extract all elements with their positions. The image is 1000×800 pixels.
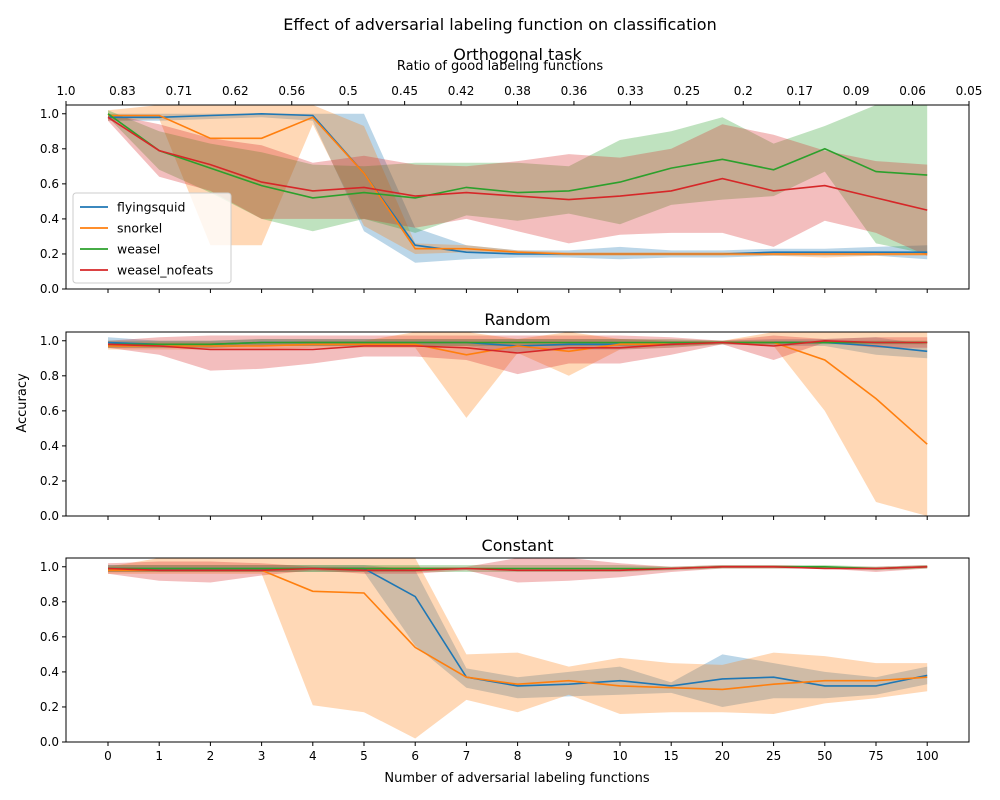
top-tick-label: 0.71 — [166, 84, 193, 98]
top-axis-label: Ratio of good labeling functions — [397, 59, 603, 74]
subplot-title: Constant — [482, 536, 554, 555]
y-tick-label: 0.8 — [40, 595, 59, 609]
y-tick-label: 0.6 — [40, 404, 59, 418]
series-lines — [107, 112, 928, 255]
top-tick-label: 0.33 — [617, 84, 644, 98]
subplot-3: Constant 0.0 0.2 0.4 0.6 0.8 1.0 0 1 2 3 4 5 6 7 8 9 10 15… — [40, 536, 970, 763]
y-axis-label: Accuracy — [15, 373, 30, 433]
legend-label: flyingsquid — [117, 200, 185, 215]
band-snorkel — [108, 332, 928, 516]
x-tick-label: 1 — [155, 749, 163, 763]
band-flyingsquid — [108, 565, 928, 707]
legend-label: snorkel — [117, 221, 162, 236]
top-tick-label: 0.56 — [278, 84, 305, 98]
top-tick-label: 0.5 — [339, 84, 358, 98]
top-tick-label: 0.09 — [843, 84, 870, 98]
top-tick-label: 1.0 — [56, 84, 75, 98]
subplot-title: Orthogonal task — [453, 45, 582, 64]
y-tick-label: 0.0 — [40, 509, 59, 523]
band-weasel_nofeats — [108, 113, 928, 256]
legend-label: weasel — [117, 242, 160, 257]
x-tick-label: 25 — [766, 749, 781, 763]
x-tick-label: 100 — [916, 749, 939, 763]
confidence-bands — [108, 105, 928, 263]
y-tick-label: 1.0 — [40, 334, 59, 348]
y-tick-label: 0.2 — [40, 474, 59, 488]
line-weasel_nofeats — [107, 565, 928, 572]
band-snorkel — [108, 105, 928, 258]
y-tick-label: 0.2 — [40, 700, 59, 714]
y-tick-label: 0.6 — [40, 177, 59, 191]
top-tick-label: 0.17 — [786, 84, 813, 98]
line-flyingsquid — [108, 112, 928, 255]
legend: flyingsquid snorkel weasel weasel_nofeats — [72, 192, 232, 284]
x-tick-label: 4 — [309, 749, 317, 763]
top-tick-label: 0.83 — [109, 84, 136, 98]
line-snorkel — [108, 114, 928, 255]
y-tick-label: 1.0 — [40, 107, 59, 121]
line-snorkel — [108, 341, 928, 445]
x-tick-label: 8 — [514, 749, 522, 763]
top-tick-label: 0.62 — [222, 84, 249, 98]
x-tick-label: 2 — [207, 749, 215, 763]
subplot-title: Random — [484, 310, 550, 329]
band-snorkel — [108, 558, 928, 739]
y-tick-label: 0.0 — [40, 282, 59, 296]
band-weasel — [108, 105, 928, 254]
series-lines — [107, 339, 928, 445]
y-tick-label: 0.0 — [40, 735, 59, 749]
y-tick-label: 0.4 — [40, 212, 59, 226]
series-lines — [107, 565, 928, 691]
figure-title: Effect of adversarial labeling function … — [283, 15, 716, 34]
x-tick-label: 20 — [715, 749, 730, 763]
top-tick-label: 0.45 — [391, 84, 418, 98]
top-tick-label: 0.36 — [561, 84, 588, 98]
y-tick-label: 0.8 — [40, 369, 59, 383]
x-tick-label: 6 — [411, 749, 419, 763]
line-weasel_nofeats — [107, 116, 928, 211]
y-tick-label: 0.2 — [40, 247, 59, 261]
x-tick-label: 15 — [664, 749, 679, 763]
y-tick-label: 0.4 — [40, 665, 59, 679]
x-tick-label: 9 — [565, 749, 573, 763]
top-tick-label: 0.05 — [956, 84, 983, 98]
top-tick-label: 0.06 — [899, 84, 926, 98]
legend-box — [72, 192, 232, 284]
band-weasel_nofeats — [108, 335, 928, 375]
x-tick-label: 7 — [463, 749, 471, 763]
subplot-1: Orthogonal task 0.0 0.2 0.4 0.6 0.8 1.0 1.0 0.83… — [40, 45, 982, 296]
x-tick-label: 10 — [612, 749, 627, 763]
line-weasel — [107, 113, 928, 199]
x-tick-label: 3 — [258, 749, 266, 763]
y-tick-label: 1.0 — [40, 560, 59, 574]
x-axis-label: Number of adversarial labeling functions — [384, 771, 649, 786]
x-tick-label: 5 — [360, 749, 368, 763]
y-tick-label: 0.6 — [40, 630, 59, 644]
top-tick-label: 0.25 — [673, 84, 700, 98]
line-weasel — [108, 341, 928, 346]
y-tick-label: 0.4 — [40, 439, 59, 453]
band-weasel — [108, 339, 928, 348]
subplot-2: Random 0.0 0.2 0.4 0.6 0.8 1.0 — [40, 310, 970, 523]
x-tick-label: 75 — [868, 749, 883, 763]
x-tick-label: 0 — [104, 749, 112, 763]
legend-label: weasel_nofeats — [117, 263, 213, 278]
top-tick-label: 0.38 — [504, 84, 531, 98]
x-tick-label: 50 — [817, 749, 832, 763]
top-tick-label: 0.2 — [734, 84, 753, 98]
line-weasel_nofeats — [107, 339, 928, 354]
top-tick-label: 0.42 — [448, 84, 475, 98]
y-tick-label: 0.8 — [40, 142, 59, 156]
